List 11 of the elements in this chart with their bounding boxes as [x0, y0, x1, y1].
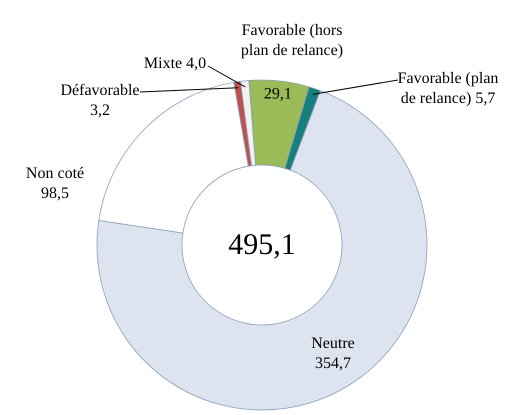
text: 495,1 [228, 228, 296, 261]
slice-label: Neutre [311, 335, 355, 352]
slice-label: Favorable (plan de relance) 5,7 [398, 70, 498, 107]
data-label: 98,5 [41, 185, 69, 202]
data-label: 29,1 [264, 85, 292, 102]
slice-label: Non coté [26, 165, 84, 182]
slice-label: Mixte 4,0 [144, 55, 206, 72]
data-label: 354,7 [315, 355, 351, 372]
slice-label: Défavorable [60, 82, 140, 99]
slice-label: Favorable (hors plan de relance) [240, 22, 344, 59]
data-label: 3,2 [90, 102, 110, 119]
